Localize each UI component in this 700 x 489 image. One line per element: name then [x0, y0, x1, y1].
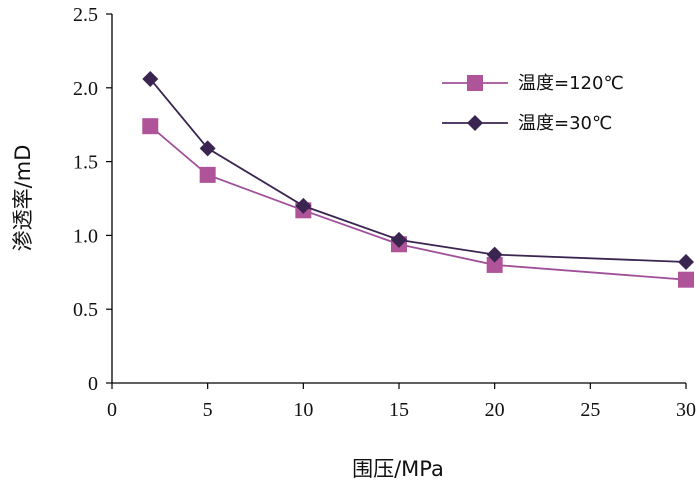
- y-tick-label: 1.0: [73, 225, 98, 247]
- y-tick-label: 1.5: [73, 152, 98, 174]
- y-tick-label: 2.0: [73, 78, 98, 100]
- data-point-diamond: [678, 253, 694, 270]
- x-axis-title: 围压/MPa: [352, 457, 444, 481]
- tick-marks: [106, 13, 687, 389]
- x-tick-label: 15: [389, 399, 409, 421]
- data-point-diamond: [142, 70, 159, 87]
- data-point-square: [199, 166, 216, 183]
- data-point-diamond: [199, 140, 216, 157]
- y-axis-title: 渗透率/mD: [11, 145, 35, 252]
- data-point-square: [142, 118, 159, 135]
- x-tick-label: 5: [203, 399, 213, 421]
- legend-label: 温度=30℃: [518, 113, 612, 134]
- axes: [111, 14, 686, 384]
- legend-entry-2: 温度=30℃: [442, 113, 612, 134]
- data-point-square: [678, 271, 694, 288]
- data-point-diamond: [391, 231, 407, 248]
- series-line: [149, 125, 687, 281]
- y-tick-label: 2.5: [73, 4, 98, 26]
- legend: 温度=120℃ 温度=30℃: [442, 73, 624, 134]
- x-tick-label: 0: [107, 399, 117, 421]
- series-line: [149, 78, 687, 263]
- x-tick-label: 20: [485, 399, 505, 421]
- data-point-diamond: [467, 115, 483, 131]
- legend-entry-1: 温度=120℃: [442, 73, 624, 94]
- x-tick-label: 30: [676, 399, 696, 421]
- series-layer: [142, 70, 694, 288]
- data-point-square: [467, 75, 483, 91]
- y-tick-label: 0: [88, 373, 98, 395]
- series-1: [142, 118, 694, 288]
- x-tick-label: 10: [293, 399, 313, 421]
- data-point-diamond: [295, 197, 312, 214]
- tick-labels: 0 5 10 15 20 25 30 0 0.5 1.0 1.5 2.0 2.5: [73, 4, 696, 421]
- series-2: [142, 70, 694, 270]
- data-point-square: [486, 256, 503, 273]
- legend-label: 温度=120℃: [518, 73, 624, 94]
- data-point-diamond: [486, 246, 503, 263]
- y-tick-label: 0.5: [73, 299, 98, 321]
- x-tick-label: 25: [580, 399, 600, 421]
